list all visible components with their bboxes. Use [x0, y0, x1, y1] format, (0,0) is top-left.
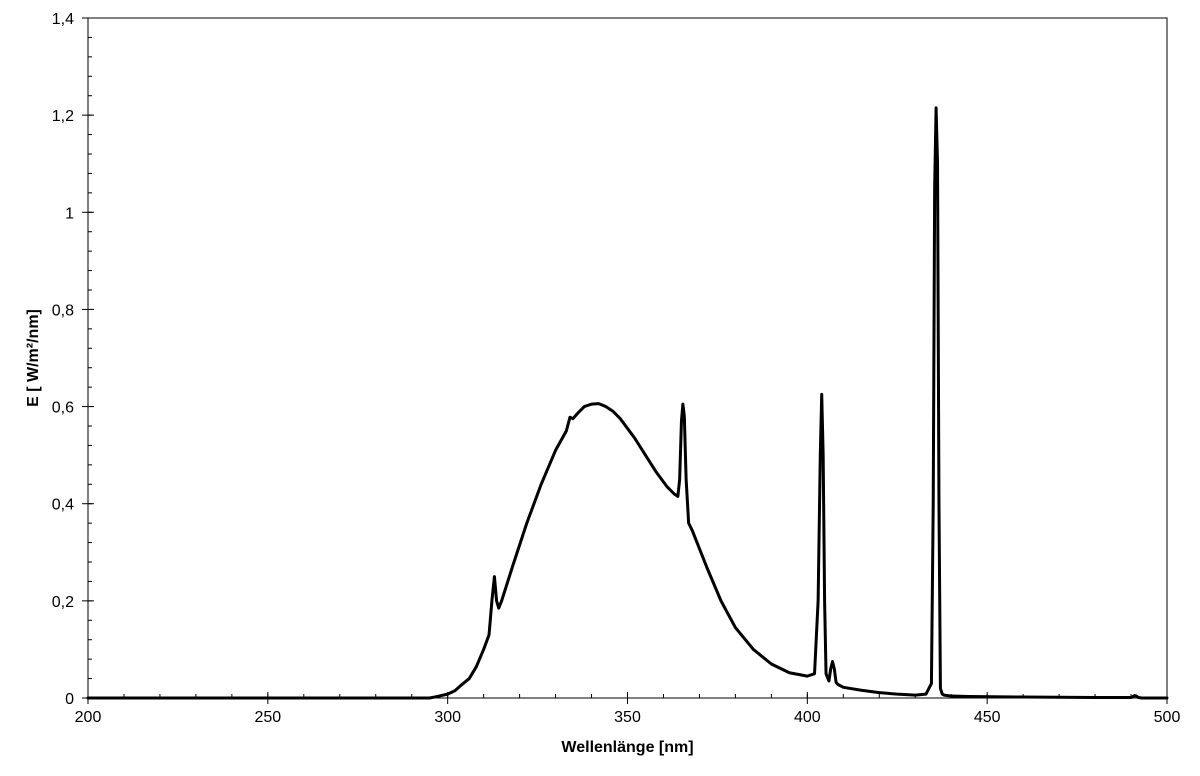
x-tick-label: 300: [434, 709, 461, 726]
x-tick-label: 400: [794, 709, 821, 726]
x-tick-label: 350: [614, 709, 641, 726]
series-group: [86, 106, 1169, 700]
x-tick-label: 250: [254, 709, 281, 726]
y-tick-label: 0: [65, 691, 74, 708]
x-tick-label: 450: [974, 709, 1001, 726]
y-axis: 0 0,2 0,4 0,6 0,8 1 1,2 1,4: [52, 11, 94, 708]
y-tick-label: 0,8: [52, 302, 74, 319]
x-tick-label: 200: [75, 709, 102, 726]
y-tick-label: 0,2: [52, 594, 74, 611]
y-tick-label: 1: [65, 205, 74, 222]
plot-frame: [87, 17, 1168, 699]
x-axis: 200 250 300 350 400 450 500: [75, 692, 1181, 726]
y-tick-label: 1,2: [52, 108, 74, 125]
spectrum-line: [86, 106, 1169, 700]
y-tick-label: 1,4: [52, 11, 74, 28]
y-tick-label: 0,4: [52, 497, 74, 514]
x-tick-label: 500: [1154, 709, 1181, 726]
y-tick-label: 0,6: [52, 400, 74, 417]
plot-area: [87, 17, 1168, 699]
x-axis-title: Wellenlänge [nm]: [561, 739, 693, 756]
y-axis-title: E [ W/m²/nm]: [25, 309, 42, 407]
